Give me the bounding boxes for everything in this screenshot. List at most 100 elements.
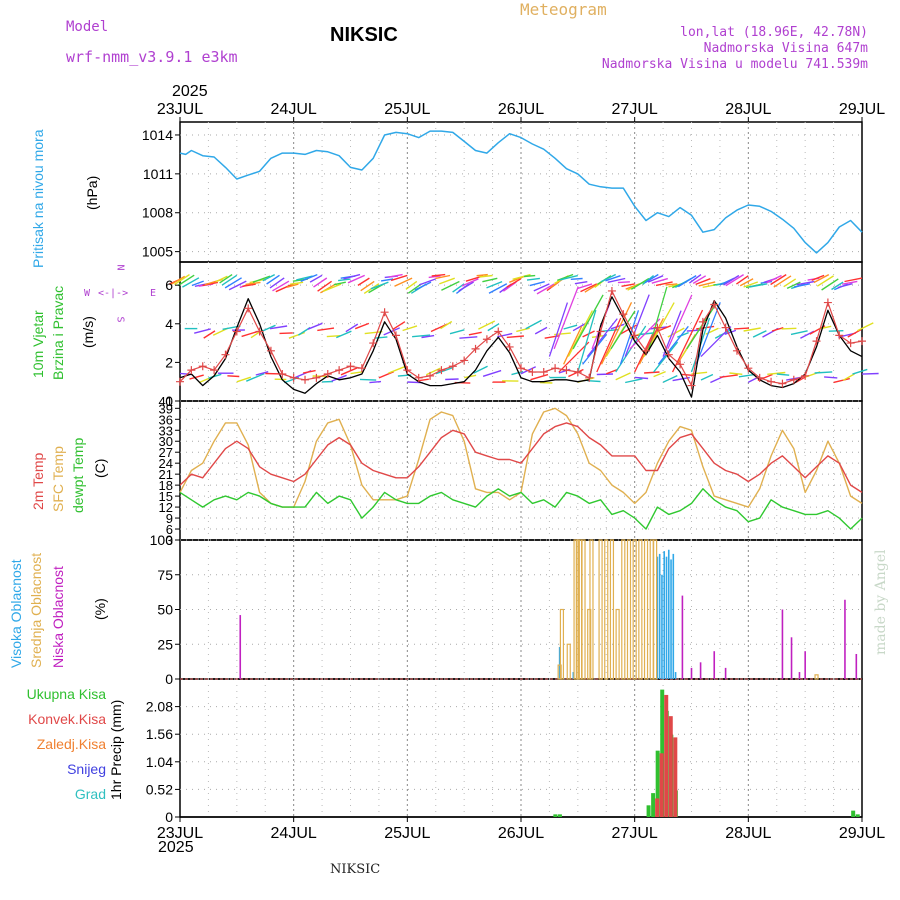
gust-marker (301, 375, 310, 384)
date-label-bottom: 23JUL (157, 825, 203, 842)
wind-arrow (449, 329, 465, 335)
meteogram-label: Meteogram (520, 0, 607, 19)
wind-arrow (739, 278, 754, 287)
wind-arrow (621, 283, 635, 287)
wind-arrow (402, 325, 418, 332)
wind-arrow (440, 320, 453, 330)
gust-marker (528, 368, 537, 377)
gust-marker (176, 377, 184, 386)
gust-marker (732, 346, 741, 355)
gust-marker (562, 366, 571, 375)
wind-arrow (596, 373, 614, 376)
wind-arrow (698, 281, 716, 287)
model-label: Model (66, 19, 109, 35)
total-precip-bar (553, 814, 558, 817)
wind-arrow (421, 334, 435, 339)
wind-arrow (506, 278, 522, 288)
wind-arrow (203, 330, 216, 339)
total-precip-bar (646, 805, 651, 817)
wind-arrow (390, 274, 408, 282)
gust-marker (630, 331, 639, 340)
wind-arrow (677, 275, 697, 288)
wind-arrow (776, 373, 790, 376)
wind-arrow (418, 278, 437, 286)
ytick-label: 4 (165, 316, 173, 332)
wind-arrow (814, 371, 833, 374)
ytick-label: 1.04 (146, 754, 173, 770)
wind-arrow (383, 327, 400, 336)
wind-arrow (856, 322, 874, 332)
gust-marker (312, 373, 321, 382)
wind-arrow (653, 370, 666, 378)
wind-arrow (317, 327, 335, 332)
wind-arrow (322, 283, 342, 293)
wind-arrow (786, 281, 801, 290)
gust-marker (767, 377, 776, 386)
wind-arrow (275, 283, 294, 293)
wind-arrow (781, 327, 797, 330)
wind-arrow (269, 325, 288, 330)
wind-arrow (428, 275, 441, 279)
gust-marker (835, 331, 844, 340)
wind-arrow (347, 274, 365, 284)
date-label-top: 27JUL (612, 101, 658, 118)
wind-arrow (482, 369, 502, 377)
wind-arrow (568, 368, 584, 378)
gust-marker (585, 373, 594, 382)
wind-arrow (343, 273, 361, 280)
mid-cloud-bar (575, 539, 580, 680)
gust-marker (210, 366, 219, 375)
gust-marker (812, 337, 821, 346)
wind-arrow (364, 331, 383, 335)
wind-arrow (236, 376, 252, 383)
precip-legend-hail: Grad (74, 786, 106, 802)
wind-arrow (320, 283, 337, 294)
wind-arrow (224, 277, 242, 289)
wind-arrow (582, 333, 608, 365)
wind-arrow (426, 367, 441, 376)
wind-arrow (309, 274, 323, 283)
wind-arrow (783, 278, 797, 288)
mid-cloud-bar (557, 664, 562, 680)
mid-cloud-bar (814, 674, 819, 680)
wind-arrow (317, 280, 333, 292)
wind-arrow (617, 281, 630, 284)
wind-arrow (749, 283, 768, 288)
wind-arrow (526, 277, 540, 281)
wind-arrow (563, 326, 583, 365)
wind-arrow (667, 327, 685, 338)
ytick-label: 33 (159, 423, 173, 438)
wind-arrow (813, 273, 830, 284)
gust-marker (221, 350, 230, 359)
wind-arrow (360, 280, 375, 292)
ytick-label: 0 (165, 671, 173, 687)
wind-arrow (644, 273, 659, 284)
gust-marker (710, 300, 719, 309)
date-label-top: 25JUL (384, 101, 430, 118)
wind-arrow (734, 327, 750, 330)
wind-arrow (497, 332, 513, 338)
wind-arrow (279, 332, 293, 335)
wind-arrow (296, 275, 313, 281)
wind-arrow (302, 369, 316, 374)
ytick-label: 0 (165, 393, 173, 409)
mid-cloud-bar (578, 539, 583, 680)
wind-arrow (359, 378, 377, 381)
gust-marker (539, 368, 548, 377)
wind-arrow (333, 281, 346, 286)
wind-arrow (242, 283, 256, 287)
wind-arrow (606, 368, 619, 375)
precip-legend-snow: Snijeg (67, 761, 106, 777)
gust-marker (448, 362, 457, 371)
wind-arrow (516, 327, 530, 333)
wind-arrow (488, 283, 508, 294)
wind-arrow (445, 378, 459, 381)
wind-arrow (290, 281, 304, 285)
wind-arrow (577, 309, 597, 373)
mid-cloud-bar (649, 539, 654, 680)
ytick-label: 9 (166, 511, 173, 526)
wind-arrow (619, 310, 640, 365)
wind-arrow (479, 274, 493, 278)
gust-marker (471, 344, 480, 353)
